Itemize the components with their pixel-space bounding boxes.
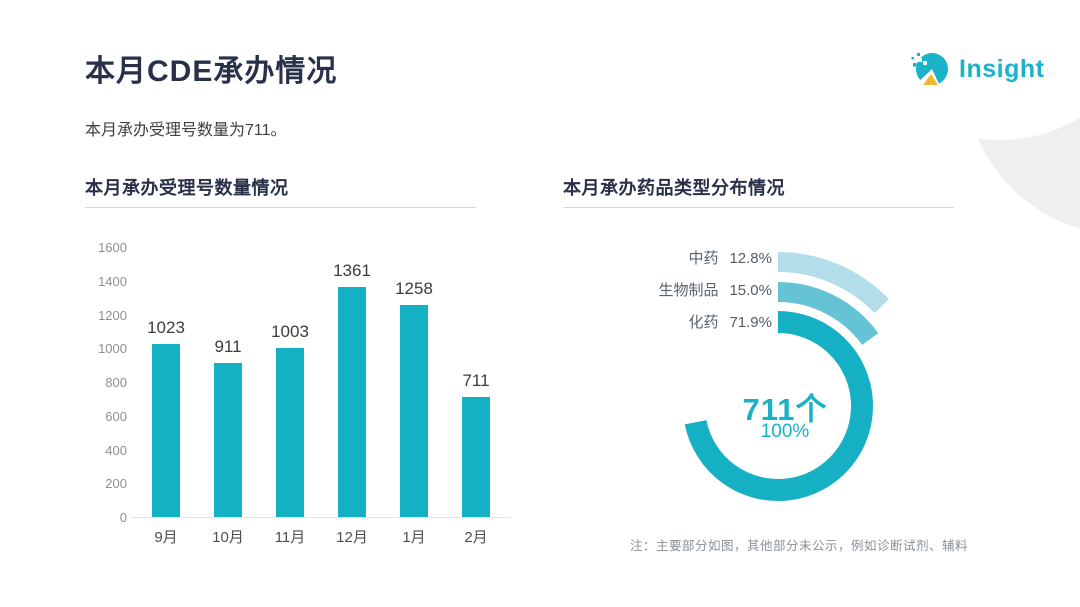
x-axis-category-label: 11月 [274,529,306,546]
y-axis-tick-label: 400 [105,442,127,458]
page-subtitle: 本月承办受理号数量为711。 [85,122,287,139]
y-axis-tick-label: 1200 [98,307,127,323]
legend-percent: 15.0% [729,282,772,299]
insight-pie-logo-icon [910,48,952,90]
y-axis-tick-label: 1400 [98,273,127,289]
y-axis-tick-label: 0 [119,510,127,525]
bar [338,287,366,517]
legend-percent: 12.8% [729,250,772,267]
bar-value-label: 1361 [333,261,371,281]
donut-arc-3 [684,311,873,501]
divider-left [85,207,476,208]
y-axis-tick-label: 1600 [98,240,127,255]
donut-legend: 中药 12.8% 生物制品 15.0% 化药 71.9% [555,243,772,339]
bar [214,363,242,517]
bar-value-label: 1023 [147,318,185,338]
y-axis-tick-label: 200 [105,476,127,492]
legend-label: 生物制品 [658,282,719,299]
page-title: 本月CDE承办情况 [85,55,338,88]
donut-arc-2 [777,282,879,346]
bar-value-label: 711 [462,371,490,391]
legend-label: 中药 [688,250,719,267]
x-axis-category-label: 2月 [464,529,488,546]
legend-label: 化药 [688,314,719,331]
bar-chart-title: 本月承办受理号数量情况 [85,178,289,198]
donut-arc-1 [777,252,889,314]
y-axis-tick-label: 1000 [98,341,127,357]
x-axis-baseline [131,517,511,518]
x-axis-category-label: 9月 [154,529,178,546]
bar-value-label: 911 [214,337,242,357]
donut-chart-title: 本月承办药品类型分布情况 [563,178,785,198]
insight-logo: Insight [910,48,1044,90]
bar [462,397,490,517]
legend-row: 生物制品 15.0% [555,275,772,307]
legend-row: 化药 71.9% [555,307,772,339]
x-axis-category-label: 12月 [336,529,368,546]
y-axis-tick-label: 600 [105,408,127,424]
bar [400,304,428,517]
donut-chart [684,252,889,501]
divider-right [563,207,954,208]
bar-value-label: 1258 [395,278,433,298]
logo-text: Insight [959,54,1045,83]
donut-center-percent: 100% [760,421,810,442]
legend-row: 中药 12.8% [555,243,772,275]
legend-percent: 71.9% [729,314,772,331]
bar [152,344,180,517]
donut-chart-note: 注：主要部分如图，其他部分未公示，例如诊断试剂、辅料 [630,539,969,553]
y-axis-tick-label: 800 [105,375,127,390]
x-axis-category-label: 1月 [402,529,426,546]
bar [276,347,304,517]
x-axis-category-label: 10月 [212,529,244,546]
bar-value-label: 1003 [271,321,309,341]
bar-chart: 0 200 400 600 800 1000 1200 1400 1600 1023 9月 911 10… [85,240,530,560]
donut-center-value: 711个 [742,392,828,427]
